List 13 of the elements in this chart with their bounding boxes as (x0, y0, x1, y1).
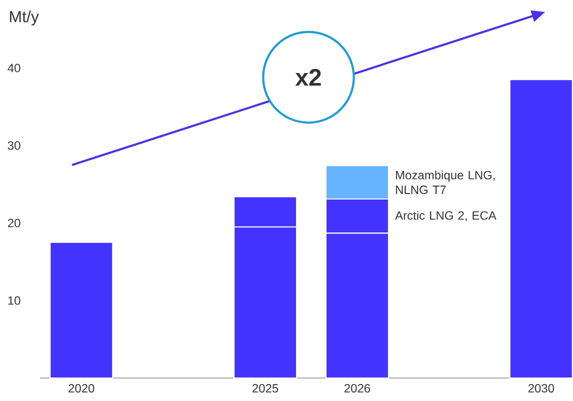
series-label: Arctic LNG 2, ECA (395, 210, 496, 222)
x-tick-label: 2026 (344, 384, 370, 393)
x-tick-label: 2020 (68, 384, 94, 393)
y-tick-label: 10 (8, 296, 20, 305)
x-tick-label: 2025 (252, 384, 278, 393)
y-tick-label: 40 (8, 64, 20, 72)
x-tick-label: 2030 (528, 384, 554, 393)
y-tick-label: 30 (8, 141, 20, 150)
y-tick-label: 20 (8, 218, 20, 228)
y-axis-title: Mt/y (10, 10, 39, 26)
bar (50, 242, 114, 379)
series-label: Mozambique LNG, NLNG T7 (396, 170, 495, 194)
annotation: x2 (295, 68, 321, 86)
